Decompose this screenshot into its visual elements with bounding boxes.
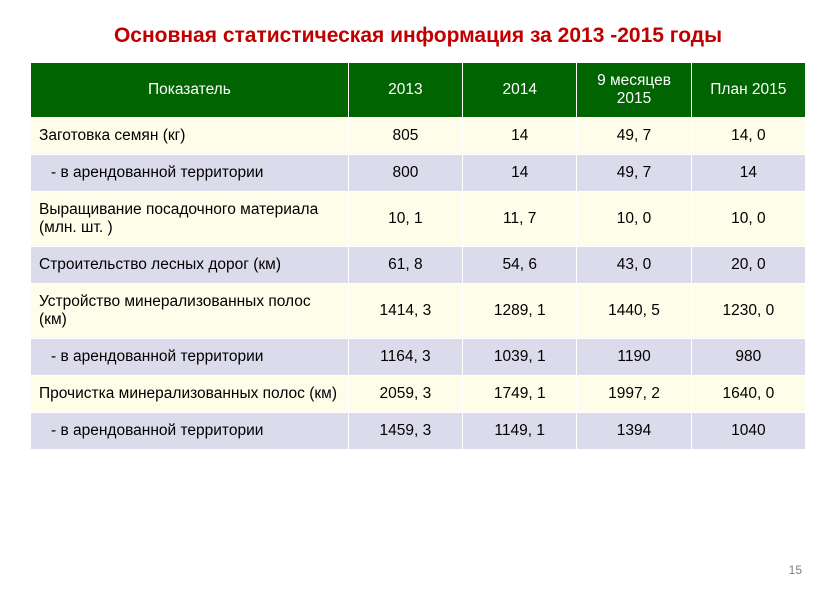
- col-indicator: Показатель: [31, 63, 349, 118]
- cell-value: 20, 0: [691, 247, 805, 284]
- cell-value: 1440, 5: [577, 284, 691, 339]
- cell-value: 1149, 1: [463, 413, 577, 450]
- table-row: Строительство лесных дорог (км)61, 854, …: [31, 247, 806, 284]
- cell-value: 10, 0: [577, 192, 691, 247]
- cell-value: 1289, 1: [463, 284, 577, 339]
- page-number: 15: [789, 563, 802, 577]
- cell-value: 1190: [577, 339, 691, 376]
- cell-value: 1997, 2: [577, 376, 691, 413]
- table-row: - в арендованной территории8001449, 714: [31, 155, 806, 192]
- table-row: - в арендованной территории1459, 31149, …: [31, 413, 806, 450]
- cell-value: 1459, 3: [348, 413, 462, 450]
- table-row: Выращивание посадочного материала (млн. …: [31, 192, 806, 247]
- col-2014: 2014: [463, 63, 577, 118]
- table-header: Показатель 2013 2014 9 месяцев 2015 План…: [31, 63, 806, 118]
- cell-value: 805: [348, 118, 462, 155]
- cell-indicator: - в арендованной территории: [31, 155, 349, 192]
- col-2013: 2013: [348, 63, 462, 118]
- cell-indicator: - в арендованной территории: [31, 413, 349, 450]
- cell-value: 1414, 3: [348, 284, 462, 339]
- table-row: Заготовка семян (кг)8051449, 714, 0: [31, 118, 806, 155]
- cell-value: 1394: [577, 413, 691, 450]
- cell-value: 1230, 0: [691, 284, 805, 339]
- cell-value: 10, 0: [691, 192, 805, 247]
- cell-indicator: - в арендованной территории: [31, 339, 349, 376]
- col-9m2015: 9 месяцев 2015: [577, 63, 691, 118]
- cell-value: 800: [348, 155, 462, 192]
- cell-value: 1749, 1: [463, 376, 577, 413]
- cell-value: 43, 0: [577, 247, 691, 284]
- cell-value: 11, 7: [463, 192, 577, 247]
- cell-indicator: Устройство минерализованных полос (км): [31, 284, 349, 339]
- cell-value: 1164, 3: [348, 339, 462, 376]
- cell-value: 1040: [691, 413, 805, 450]
- cell-value: 14: [463, 155, 577, 192]
- slide-title: Основная статистическая информация за 20…: [30, 24, 806, 48]
- slide: Основная статистическая информация за 20…: [0, 0, 836, 595]
- table-row: - в арендованной территории1164, 31039, …: [31, 339, 806, 376]
- stats-table: Показатель 2013 2014 9 месяцев 2015 План…: [30, 62, 806, 450]
- table-body: Заготовка семян (кг)8051449, 714, 0- в а…: [31, 118, 806, 450]
- cell-value: 2059, 3: [348, 376, 462, 413]
- col-plan2015: План 2015: [691, 63, 805, 118]
- cell-value: 49, 7: [577, 155, 691, 192]
- cell-value: 10, 1: [348, 192, 462, 247]
- cell-indicator: Прочистка минерализованных полос (км): [31, 376, 349, 413]
- cell-indicator: Выращивание посадочного материала (млн. …: [31, 192, 349, 247]
- cell-value: 49, 7: [577, 118, 691, 155]
- cell-value: 1640, 0: [691, 376, 805, 413]
- cell-indicator: Строительство лесных дорог (км): [31, 247, 349, 284]
- cell-indicator: Заготовка семян (кг): [31, 118, 349, 155]
- cell-value: 980: [691, 339, 805, 376]
- cell-value: 54, 6: [463, 247, 577, 284]
- table-row: Прочистка минерализованных полос (км)205…: [31, 376, 806, 413]
- cell-value: 14: [691, 155, 805, 192]
- cell-value: 14, 0: [691, 118, 805, 155]
- cell-value: 61, 8: [348, 247, 462, 284]
- cell-value: 14: [463, 118, 577, 155]
- table-row: Устройство минерализованных полос (км)14…: [31, 284, 806, 339]
- cell-value: 1039, 1: [463, 339, 577, 376]
